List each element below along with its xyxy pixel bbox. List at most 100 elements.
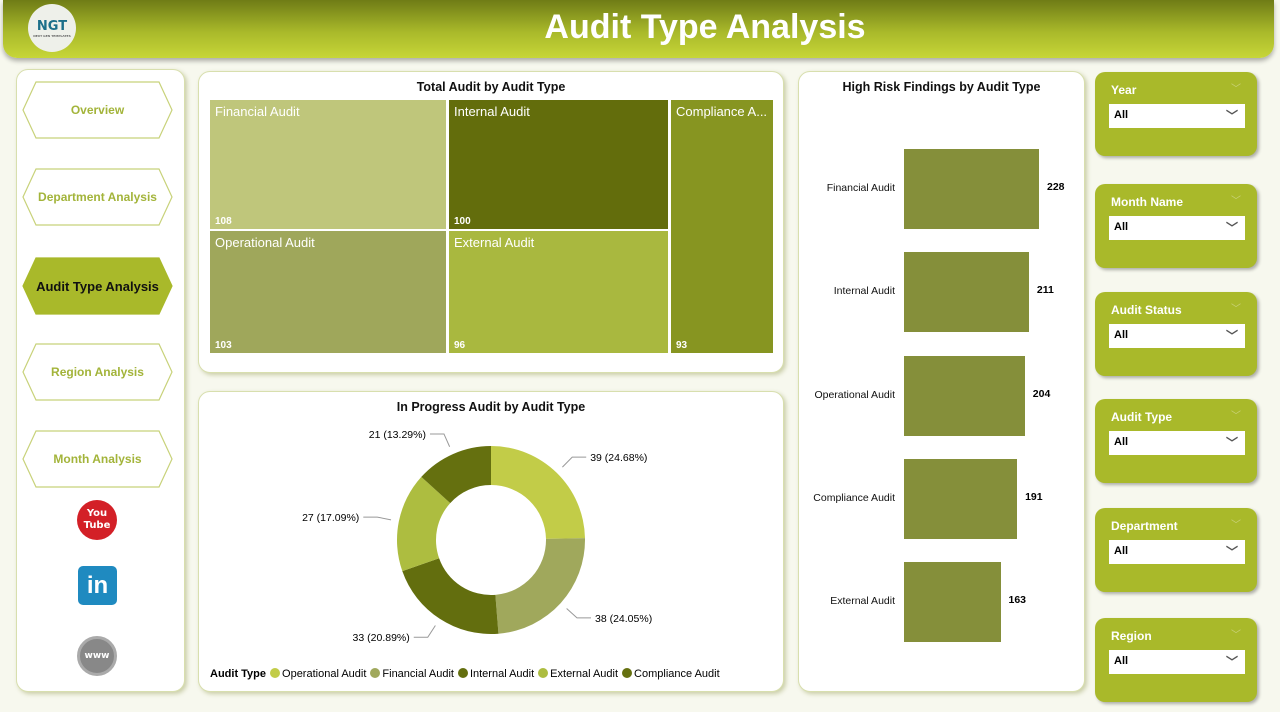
filter-label: Audit Type xyxy=(1111,410,1173,424)
filter-label: Department xyxy=(1111,519,1178,533)
chevron-down-icon[interactable]: ﹀ xyxy=(1231,520,1241,531)
donut-chart: 39 (24.68%) 38 (24.05%) 33 (20.89%) 27 (17.… xyxy=(302,429,652,644)
filter-dropdown[interactable]: All ﹀ xyxy=(1109,540,1245,564)
tile-value: 96 xyxy=(454,340,466,351)
slice-data-label: 27 (17.09%) xyxy=(302,512,359,524)
bar[interactable] xyxy=(904,149,1039,229)
legend-item[interactable]: Financial Audit xyxy=(370,668,454,680)
donut-slice[interactable] xyxy=(402,558,499,634)
leader-line xyxy=(413,625,436,638)
nav-button-department-analysis[interactable]: Department Analysis xyxy=(22,168,173,226)
tile-value: 103 xyxy=(215,340,232,351)
chevron-down-icon[interactable]: ﹀ xyxy=(1231,84,1241,95)
linkedin-icon[interactable]: in xyxy=(78,566,117,605)
youtube-icon[interactable]: You Tube xyxy=(77,500,117,540)
dropdown-value: All xyxy=(1114,655,1129,667)
filter-label: Region xyxy=(1111,629,1152,643)
chevron-down-icon: ﹀ xyxy=(1225,655,1238,669)
nav-button-overview[interactable]: Overview xyxy=(22,81,173,139)
filter-label: Year xyxy=(1111,83,1137,97)
chevron-down-icon: ﹀ xyxy=(1225,545,1238,559)
dropdown-value: All xyxy=(1114,221,1129,233)
filter-month-name: Month Name ﹀ All ﹀ xyxy=(1095,184,1257,268)
treemap-tile[interactable]: Financial Audit 108 xyxy=(209,99,447,230)
treemap-tile[interactable]: External Audit 96 xyxy=(448,230,669,354)
legend-dot-icon xyxy=(270,668,281,678)
legend-item[interactable]: Operational Audit xyxy=(270,668,366,680)
legend-item[interactable]: External Audit xyxy=(538,668,618,680)
slice-data-label: 39 (24.68%) xyxy=(590,452,647,464)
legend-dot-icon xyxy=(457,668,468,678)
chevron-down-icon: ﹀ xyxy=(1225,109,1238,123)
legend-title: Audit Type xyxy=(210,668,267,680)
bar-data-label: 204 xyxy=(1032,387,1051,400)
filter-dropdown[interactable]: All ﹀ xyxy=(1109,650,1245,674)
treemap-title: Total Audit by Audit Type xyxy=(416,80,566,94)
nav-button-label: Department Analysis xyxy=(38,190,157,204)
legend-label: External Audit xyxy=(550,668,619,680)
bar[interactable] xyxy=(904,562,1001,643)
tile-label: Compliance A... xyxy=(676,104,768,119)
globe-www-icon[interactable]: www xyxy=(77,636,117,676)
legend-dot-icon xyxy=(538,668,549,678)
dropdown-value: All xyxy=(1114,545,1129,557)
leader-line xyxy=(566,608,591,619)
bar-data-label: 228 xyxy=(1047,181,1065,193)
slice-data-label: 21 (13.29%) xyxy=(369,429,426,441)
bar-category-label: Operational Audit xyxy=(814,388,895,401)
legend-label: Operational Audit xyxy=(282,668,367,680)
filter-dropdown[interactable]: All ﹀ xyxy=(1109,324,1245,348)
slice-data-label: 33 (20.89%) xyxy=(353,632,410,644)
legend-item[interactable]: Internal Audit xyxy=(457,668,535,680)
donut-panel: In Progress Audit by Audit Type xyxy=(198,391,784,692)
treemap-tile[interactable]: Internal Audit 100 xyxy=(448,99,669,230)
legend-dot-icon xyxy=(370,668,381,678)
page-title: Audit Type Analysis xyxy=(544,8,866,46)
header-bar xyxy=(3,0,1274,58)
legend-label: Financial Audit xyxy=(382,668,454,680)
tile-value: 100 xyxy=(454,216,471,227)
filter-label: Month Name xyxy=(1111,195,1183,209)
chevron-down-icon[interactable]: ﹀ xyxy=(1231,630,1241,641)
tile-value: 108 xyxy=(215,216,232,227)
leader-line xyxy=(363,516,392,521)
tile-value: 93 xyxy=(676,340,688,351)
bar-category-label: External Audit xyxy=(830,595,895,608)
chevron-down-icon[interactable]: ﹀ xyxy=(1231,196,1241,207)
filter-dropdown[interactable]: All ﹀ xyxy=(1109,431,1245,455)
legend-label: Internal Audit xyxy=(469,668,535,680)
tile-label: Operational Audit xyxy=(215,235,315,250)
leader-line xyxy=(429,433,451,447)
donut-slice[interactable] xyxy=(495,538,585,634)
legend-label: Compliance Audit xyxy=(634,668,720,680)
nav-button-month-analysis[interactable]: Month Analysis xyxy=(22,430,173,488)
tile-label: Financial Audit xyxy=(215,104,300,119)
nav-button-region-analysis[interactable]: Region Analysis xyxy=(22,343,173,401)
bar-category-label: Financial Audit xyxy=(826,182,895,194)
logo-subtext: NEXT GEN TEMPLATES xyxy=(33,33,71,38)
nav-button-label: Overview xyxy=(70,103,125,117)
donut-slice[interactable] xyxy=(491,446,585,539)
donut-slice[interactable] xyxy=(397,476,451,572)
filter-dropdown[interactable]: All ﹀ xyxy=(1109,104,1245,128)
bar[interactable] xyxy=(904,458,1018,539)
treemap-tile[interactable]: Operational Audit 103 xyxy=(209,230,447,354)
bar[interactable] xyxy=(904,252,1029,333)
treemap-tile[interactable]: Compliance A... 93 xyxy=(670,99,774,354)
chevron-down-icon: ﹀ xyxy=(1225,221,1238,235)
filter-dropdown[interactable]: All ﹀ xyxy=(1109,216,1245,240)
bar-data-label: 191 xyxy=(1025,490,1043,503)
bar[interactable] xyxy=(904,355,1025,436)
nav-button-label: Region Analysis xyxy=(51,365,144,379)
filter-audit-status: Audit Status ﹀ All ﹀ xyxy=(1095,292,1257,376)
filter-audit-type: Audit Type ﹀ All ﹀ xyxy=(1095,399,1257,483)
nav-button-audit-type-analysis[interactable]: Audit Type Analysis xyxy=(22,257,173,315)
donut-slice[interactable] xyxy=(421,446,491,504)
chevron-down-icon[interactable]: ﹀ xyxy=(1231,304,1241,315)
dropdown-value: All xyxy=(1114,109,1129,121)
slice-data-label: 38 (24.05%) xyxy=(595,613,652,625)
legend-item[interactable]: Compliance Audit xyxy=(622,668,720,680)
bar-data-label: 211 xyxy=(1036,284,1054,297)
chevron-down-icon[interactable]: ﹀ xyxy=(1231,411,1241,422)
logo-text: NGT xyxy=(36,18,68,34)
